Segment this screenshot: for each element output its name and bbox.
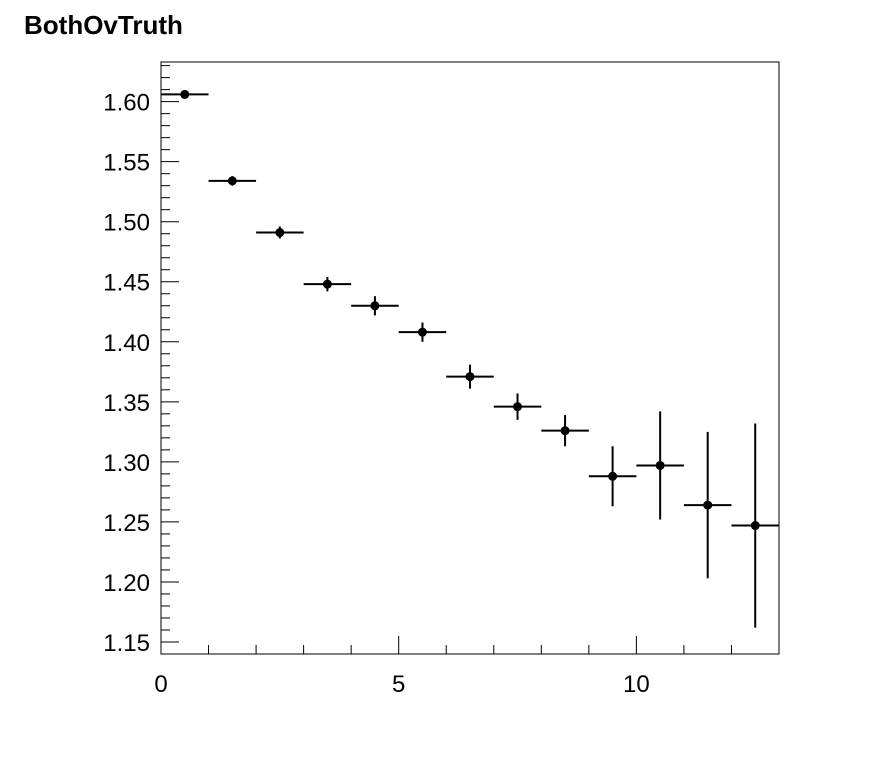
x-tick-label: 5 — [392, 671, 405, 698]
data-point — [180, 89, 190, 99]
y-tick-label: 1.25 — [103, 510, 150, 537]
y-tick-label: 1.55 — [103, 150, 150, 177]
y-tick-label: 1.50 — [103, 210, 150, 237]
chart-title: BothOvTruth — [24, 10, 183, 40]
y-tick-label: 1.30 — [103, 450, 150, 477]
data-point — [608, 471, 618, 481]
data-point — [275, 228, 285, 238]
data-point — [227, 176, 237, 186]
y-tick-label: 1.35 — [103, 390, 150, 417]
data-point — [417, 327, 427, 337]
x-tick-label: 10 — [623, 671, 650, 698]
y-tick-label: 1.40 — [103, 330, 150, 357]
data-point — [655, 460, 665, 470]
data-point — [560, 426, 570, 436]
data-point — [465, 372, 475, 382]
data-point — [750, 521, 760, 531]
y-tick-label: 1.20 — [103, 570, 150, 597]
y-tick-label: 1.60 — [103, 90, 150, 117]
data-point — [703, 500, 713, 510]
x-tick-label: 0 — [154, 671, 167, 698]
y-tick-label: 1.45 — [103, 270, 150, 297]
data-point — [370, 301, 380, 311]
data-point — [322, 279, 332, 289]
y-tick-label: 1.15 — [103, 630, 150, 657]
plot-frame — [160, 61, 780, 655]
data-point — [513, 402, 523, 412]
